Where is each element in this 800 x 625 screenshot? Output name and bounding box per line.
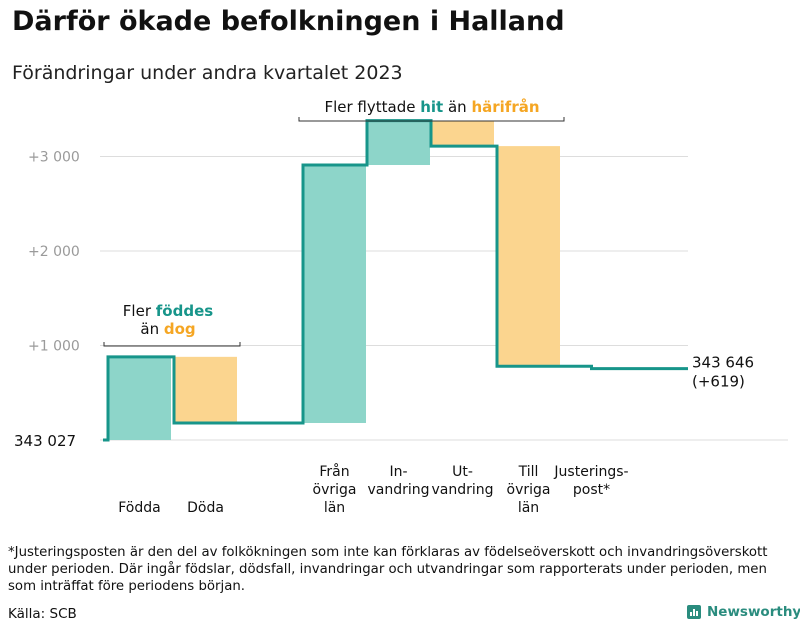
category-label: vandring: [367, 482, 429, 498]
newsworthy-logo-icon: [687, 605, 701, 619]
category-label: Justerings-: [553, 464, 628, 480]
category-label: Från: [319, 463, 349, 480]
bar-döda: [174, 356, 237, 423]
category-label: Döda: [187, 500, 224, 516]
y-tick-label: +3 000: [28, 150, 80, 166]
bar-utvandring: [431, 120, 494, 147]
annotation-migration-line: Fler flyttade hit än härifrån: [324, 98, 539, 116]
annotation-births-line2: än dog: [140, 320, 195, 338]
y-tick-label: +1 000: [28, 339, 80, 355]
start-value-label: 343 027: [14, 432, 76, 450]
end-value-label: 343 646: [692, 354, 754, 372]
brand-logo: Newsworthy: [687, 604, 800, 620]
waterfall-chart: +1 000 +2 000 +3 000 343 027 343 646(+619) Fö…: [14, 98, 788, 516]
category-label: övriga: [507, 482, 551, 498]
category-label: övriga: [313, 482, 357, 498]
bar-frånövrigalän: [303, 165, 366, 423]
end-change-label: (+619): [692, 373, 745, 391]
annotation-segment: än: [443, 98, 471, 116]
y-tick-label: +2 000: [28, 244, 80, 260]
brand-name: Newsworthy: [707, 604, 800, 620]
bar-födda: [108, 356, 171, 440]
annotation-migration-bracket: [298, 117, 565, 122]
category-label: län: [518, 500, 539, 516]
category-label: vandring: [431, 482, 493, 498]
footnote: *Justeringsposten är den del av folkökni…: [8, 545, 768, 594]
category-label: In-: [389, 464, 407, 480]
bar-invandring: [367, 120, 430, 166]
annotation-births-line1: Fler föddes: [123, 302, 213, 320]
annotation-segment: än: [140, 320, 163, 338]
annotation-segment: Fler flyttade: [324, 98, 420, 116]
category-label: län: [324, 500, 345, 516]
chart-title: Därför ökade befolkningen i Halland: [12, 6, 565, 37]
annotation-segment: hit: [420, 98, 443, 116]
category-label: post*: [573, 482, 610, 498]
annotation-segment: dog: [164, 320, 196, 338]
category-label: Födda: [118, 500, 160, 516]
category-label: Till: [518, 464, 539, 480]
category-label: Ut-: [452, 464, 473, 480]
bar-tillövrigalän: [497, 146, 560, 367]
chart-subtitle: Förändringar under andra kvartalet 2023: [12, 62, 403, 84]
annotation-segment: Fler: [123, 302, 156, 320]
annotation-segment: föddes: [156, 302, 213, 320]
annotation-births-bracket: [103, 342, 241, 347]
source-note: Källa: SCB: [8, 606, 77, 622]
annotation-segment: härifrån: [471, 98, 539, 116]
